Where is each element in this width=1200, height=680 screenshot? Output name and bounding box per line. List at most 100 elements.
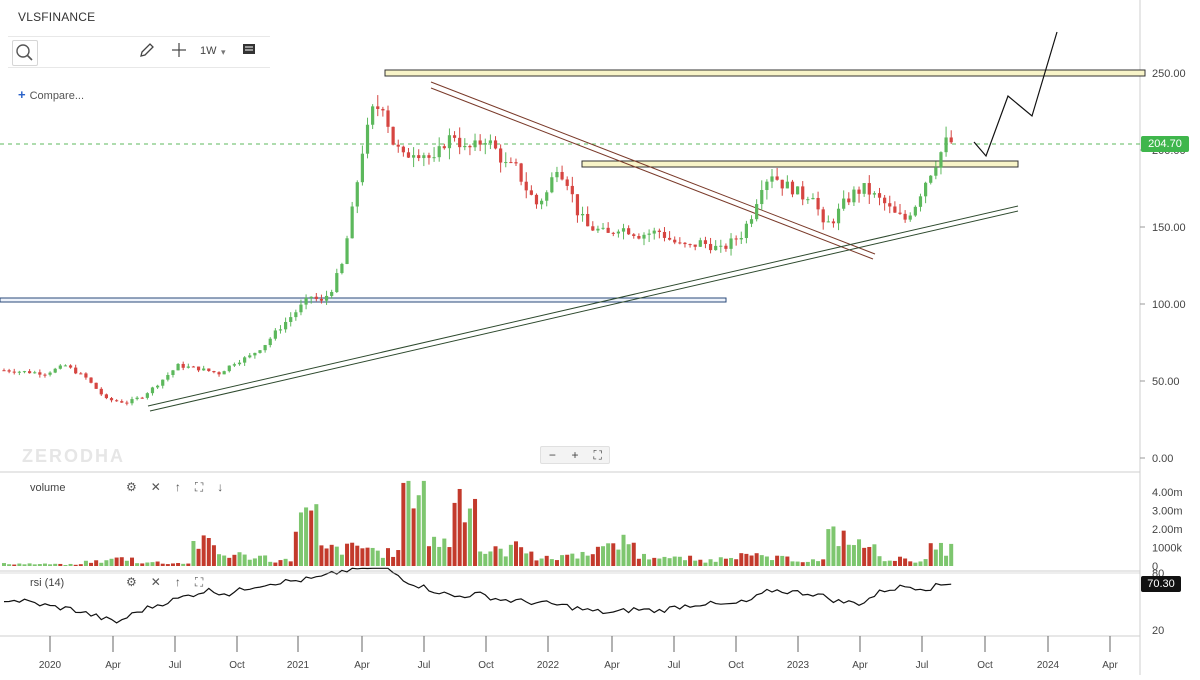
candle-body xyxy=(109,398,114,401)
volume-bar xyxy=(283,558,288,566)
volume-tick-label: 3.00m xyxy=(1152,506,1183,518)
candle-body xyxy=(755,204,759,220)
draw-button[interactable] xyxy=(136,41,158,63)
resistance-zone-upper[interactable] xyxy=(384,69,1146,77)
volume-tick-label: 1000k xyxy=(1152,543,1182,555)
candle-body xyxy=(33,372,37,374)
candle-body xyxy=(48,372,52,375)
volume-bar xyxy=(718,557,723,566)
volume-bar xyxy=(775,555,780,566)
volume-bar xyxy=(63,564,68,566)
volume-bar xyxy=(708,559,713,566)
candles-series xyxy=(2,95,953,406)
arrow-up-icon[interactable]: ↑ xyxy=(174,575,181,589)
candle-body xyxy=(217,372,221,375)
candle-body xyxy=(647,233,651,235)
volume-bar xyxy=(667,558,672,566)
candle-body xyxy=(463,145,467,148)
volume-bar xyxy=(355,545,360,566)
falling-trendline-b[interactable] xyxy=(430,87,874,260)
zoom-in-button[interactable]: + xyxy=(571,448,579,462)
volume-bar xyxy=(800,562,805,566)
volume-bar xyxy=(350,542,355,566)
gear-icon[interactable]: ⚙ xyxy=(126,480,137,494)
volume-bar xyxy=(2,563,6,566)
volume-bar xyxy=(421,480,426,566)
volume-bar xyxy=(391,556,396,566)
fit-screen-button[interactable]: ⛶ xyxy=(593,448,602,462)
arrow-down-icon[interactable]: ↓ xyxy=(217,480,224,494)
volume-bar xyxy=(457,488,462,566)
candle-body xyxy=(473,140,477,148)
candle-body xyxy=(898,212,902,214)
candle-body xyxy=(601,227,605,229)
candle-body xyxy=(345,238,349,264)
time-tick-label: Jul xyxy=(916,660,929,671)
volume-bar xyxy=(764,556,769,566)
candle-body xyxy=(28,371,32,374)
volume-bar xyxy=(83,560,88,566)
volume-bar xyxy=(698,559,703,566)
time-axis-ticks: 2020 Apr Jul Oct 2021 Apr Jul Oct 2022 Apr Jul Oct 2… xyxy=(39,636,1118,671)
compare-link[interactable]: + Compare... xyxy=(18,87,84,102)
zoom-out-button[interactable]: − xyxy=(548,448,556,462)
candle-body xyxy=(181,363,185,368)
volume-bar xyxy=(196,548,201,566)
candle-body xyxy=(355,182,359,207)
candle-body xyxy=(447,135,452,149)
candle-body xyxy=(903,213,907,220)
candle-type-icon xyxy=(243,44,255,54)
candle-body xyxy=(417,155,421,159)
candle-body xyxy=(442,146,446,149)
candle-body xyxy=(483,143,487,145)
volume-bar xyxy=(380,557,385,566)
volume-bar xyxy=(539,558,544,566)
crosshair-button[interactable] xyxy=(168,41,190,63)
volume-bar xyxy=(785,556,790,566)
search-button[interactable] xyxy=(12,40,38,66)
price-tick-label: 100.00 xyxy=(1152,299,1186,311)
volume-bar xyxy=(821,559,826,566)
chevron-down-icon[interactable]: ▾ xyxy=(221,47,226,57)
chart-toolbar: 1W ▾ xyxy=(8,36,270,68)
falling-trendline-a[interactable] xyxy=(430,81,876,255)
candle-body xyxy=(775,176,779,180)
rising-trendline-b[interactable] xyxy=(149,210,1019,412)
volume-bar xyxy=(498,548,503,566)
projection-path[interactable] xyxy=(973,31,1058,158)
candle-body xyxy=(724,245,728,249)
price-tick-label: 0.00 xyxy=(1152,453,1173,465)
volume-bar xyxy=(601,546,606,566)
candle-body xyxy=(412,155,416,158)
volume-bar xyxy=(862,547,867,566)
volume-bar xyxy=(887,560,892,566)
volume-bar xyxy=(836,546,841,566)
candle-body xyxy=(427,155,431,158)
volume-bar xyxy=(309,510,314,566)
rising-trendline-a[interactable] xyxy=(147,205,1019,407)
volume-bar xyxy=(606,543,611,566)
expand-icon[interactable]: ⛶ xyxy=(194,575,204,589)
volume-bar xyxy=(662,556,667,566)
search-icon xyxy=(16,44,33,61)
candle-body xyxy=(734,238,738,240)
resistance-zone-mid[interactable] xyxy=(581,160,1019,168)
chart-type-button[interactable] xyxy=(238,41,260,63)
volume-bar xyxy=(923,559,928,566)
volume-bar xyxy=(575,558,580,566)
volume-bar xyxy=(27,563,32,566)
candle-body xyxy=(376,106,380,109)
candle-body xyxy=(396,144,400,147)
expand-icon[interactable]: ⛶ xyxy=(194,480,204,494)
close-icon[interactable]: ✕ xyxy=(150,480,161,494)
volume-bar xyxy=(636,558,641,566)
volume-bar xyxy=(846,544,851,566)
close-icon[interactable]: ✕ xyxy=(150,575,161,589)
arrow-up-icon[interactable]: ↑ xyxy=(174,480,181,494)
support-zone-lower[interactable] xyxy=(0,297,727,303)
interval-selector[interactable]: 1W xyxy=(200,45,217,57)
candle-body xyxy=(708,243,713,251)
gear-icon[interactable]: ⚙ xyxy=(126,575,137,589)
volume-bar xyxy=(339,554,344,566)
